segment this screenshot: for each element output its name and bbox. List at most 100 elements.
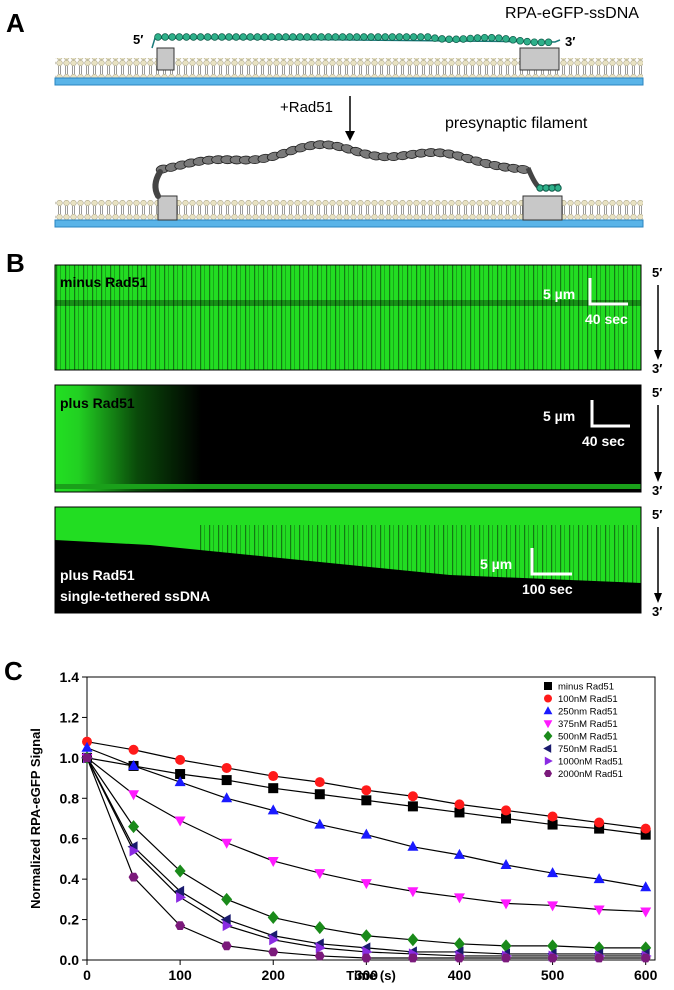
rpa-bead [473,34,482,42]
rpa-bead [381,33,389,41]
rpa-bead [253,33,262,41]
panel-b: B minus Rad51 plus Rad51 plus Rad51 sing… [6,248,662,619]
data-point [82,736,92,747]
legend-label: 500nM Rad51 [558,732,618,743]
data-point [407,791,418,802]
x-tick-label: 300 [355,967,379,983]
x-axis-label: Time (s) [346,968,396,983]
kymograph-frame [54,264,642,371]
data-point [640,953,651,963]
product-label: presynaptic filament [445,115,588,132]
rpa-bead [480,33,489,42]
scale-bar [590,400,630,428]
rpa-bead [232,33,240,41]
end-label: 5′ [652,507,662,522]
rpa-bead [495,34,503,42]
legend-label: 1000nM Rad51 [558,757,623,768]
data-point [314,921,326,935]
arrowhead [654,593,662,603]
data-point [221,941,232,951]
rpa-bead [282,33,290,41]
data-point [220,914,231,926]
scale-label: 40 sec [585,311,628,327]
rpa-bead [267,33,276,41]
rpa-bead [239,33,247,41]
legend-label: minus Rad51 [558,682,614,693]
data-point [360,929,372,943]
scale-bars: 5 µm 40 sec 5′ 3′ 5 µm 40 sec 5′ 3′ 5 µm 100 sec 5… [480,265,662,619]
data-point [500,939,512,953]
data-point [267,804,279,815]
data-point [547,953,558,963]
legend-label: 2000nM Rad51 [558,769,623,780]
bilayer [55,58,643,78]
rpa-bead [317,33,326,41]
construct-label: RPA-eGFP-ssDNA [505,5,639,22]
data-point [454,807,465,818]
panel-a: A RPA-eGFP-ssDNA 5′ 3′ +Rad51 presynapti… [6,5,644,228]
rpa-bead [218,33,226,41]
data-point [500,899,512,910]
data-point [407,953,418,963]
arrowhead [654,350,662,360]
barrier [522,195,563,221]
data-point [454,799,465,810]
support [54,77,644,86]
data-point [174,864,186,878]
scale-label: 5 µm [480,556,512,572]
rpa-bead [544,38,553,47]
rpa-bead [395,33,404,41]
data-point [501,953,512,963]
data-point [267,911,279,925]
bilayer [55,200,643,220]
rpa-bead [161,33,169,41]
legend-marker [543,720,553,729]
ssdna [152,169,163,199]
kymograph-title: minus Rad51 [60,274,147,290]
rpa-bead [225,33,233,41]
rpa-bead [182,33,191,41]
data-point [128,744,139,755]
rpa-bead [402,33,411,41]
scale-label: 5 µm [543,286,575,302]
end-label: 3′ [652,361,662,376]
legend-marker [543,744,552,753]
data-point [221,792,233,803]
data-point [640,829,651,840]
kymograph-frame [54,506,642,614]
data-point [454,953,465,963]
y-tick-label: 0.0 [60,952,80,968]
rpa-bead [523,37,531,46]
x-tick-label: 200 [262,967,286,983]
end-label: 5′ [652,385,662,400]
kymograph-texture [55,300,641,306]
rpa-bead [487,34,496,42]
data-point [500,858,512,869]
rpa-bead [388,33,397,41]
rpa-bead [331,33,340,41]
data-point [640,823,651,834]
data-point [221,775,232,786]
data-point [547,867,559,878]
y-tick-label: 0.6 [60,831,80,847]
panel-c: C 0.0 0.2 0.4 0.6 0.8 1.0 1.2 1.4 0 100 200 300 400 50… [4,656,658,983]
kymograph-title: plus Rad51 [60,567,135,583]
scale-bar [530,548,572,576]
legend-label: 100nM Rad51 [558,694,618,705]
data-point [407,840,419,851]
data-point [594,823,605,834]
data-point [81,741,93,752]
scale-label: 100 sec [522,581,573,597]
rpa-bead [416,33,425,41]
data-point [593,905,605,916]
rpa-bead [431,34,439,42]
rpa-chain [151,33,561,49]
rpa-bead [360,33,368,41]
data-point [453,937,465,951]
data-point [222,920,233,932]
kymograph-dark [55,540,641,613]
y-tick-label: 1.4 [60,669,80,685]
step-label: +Rad51 [280,99,333,116]
rpa-bead [516,37,524,45]
rpa-bead [548,184,556,192]
